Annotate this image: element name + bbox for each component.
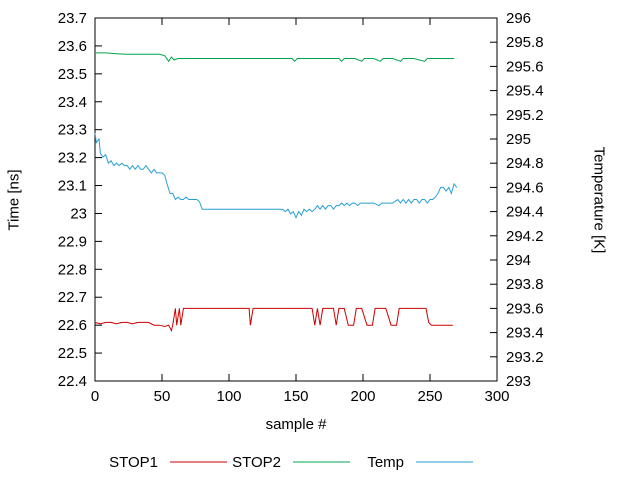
x-tick-label: 200 <box>350 388 375 405</box>
y2-tick-label: 295 <box>506 131 531 148</box>
y-tick-label: 23.7 <box>58 10 87 27</box>
x-tick-label: 150 <box>283 388 308 405</box>
y-axis-title: Time [ns] <box>5 169 23 231</box>
y2-tick-label: 295.2 <box>506 107 544 124</box>
series-Temp <box>94 132 458 219</box>
y-tick-label: 22.5 <box>58 345 87 362</box>
y-tick-label: 22.9 <box>58 233 87 250</box>
y-tick-label: 23.3 <box>58 122 87 139</box>
series-STOP1 <box>94 307 453 333</box>
y2-tick-label: 293.4 <box>506 325 544 342</box>
y2-tick-label: 293.6 <box>506 300 544 317</box>
legend-label-STOP1: STOP1 <box>109 454 158 471</box>
x-tick-label: 250 <box>417 388 442 405</box>
y-tick-label: 23.6 <box>58 38 87 55</box>
y2-tick-label: 295.8 <box>506 34 544 51</box>
y-tick-label: 22.7 <box>58 289 87 306</box>
y-tick-label: 22.4 <box>58 373 87 390</box>
x-tick-label: 100 <box>216 388 241 405</box>
x-tick-label: 300 <box>484 388 509 405</box>
legend-label-Temp: Temp <box>367 454 404 471</box>
y2-tick-label: 295.4 <box>506 83 544 100</box>
x-tick-label: 0 <box>91 388 99 405</box>
y-tick-label: 22.8 <box>58 261 87 278</box>
y-tick-label: 23.4 <box>58 94 87 111</box>
y2-tick-label: 293.8 <box>506 276 544 293</box>
plot-border <box>94 17 498 382</box>
x-tick-label: 50 <box>154 388 171 405</box>
y-tick-label: 23.5 <box>58 66 87 83</box>
y2-tick-label: 293.2 <box>506 349 544 366</box>
x-axis-title: sample # <box>265 416 327 433</box>
y-tick-label: 23.1 <box>58 178 87 195</box>
y2-tick-label: 295.6 <box>506 58 544 75</box>
y-tick-label: 23.2 <box>58 150 87 167</box>
series-STOP2 <box>95 52 455 63</box>
legend-label-STOP2: STOP2 <box>232 454 281 471</box>
y2-tick-label: 296 <box>506 10 531 27</box>
y2-tick-label: 294.6 <box>506 179 544 196</box>
y2-tick-label: 294.2 <box>506 228 544 245</box>
y2-tick-label: 293 <box>506 373 531 390</box>
y-tick-label: 22.6 <box>58 317 87 334</box>
y2-tick-label: 294.8 <box>506 155 544 172</box>
y2-axis-title: Temperature [K] <box>590 146 608 254</box>
y2-tick-label: 294 <box>506 252 531 269</box>
y-tick-label: 23 <box>70 205 87 222</box>
y2-tick-label: 294.4 <box>506 204 544 221</box>
